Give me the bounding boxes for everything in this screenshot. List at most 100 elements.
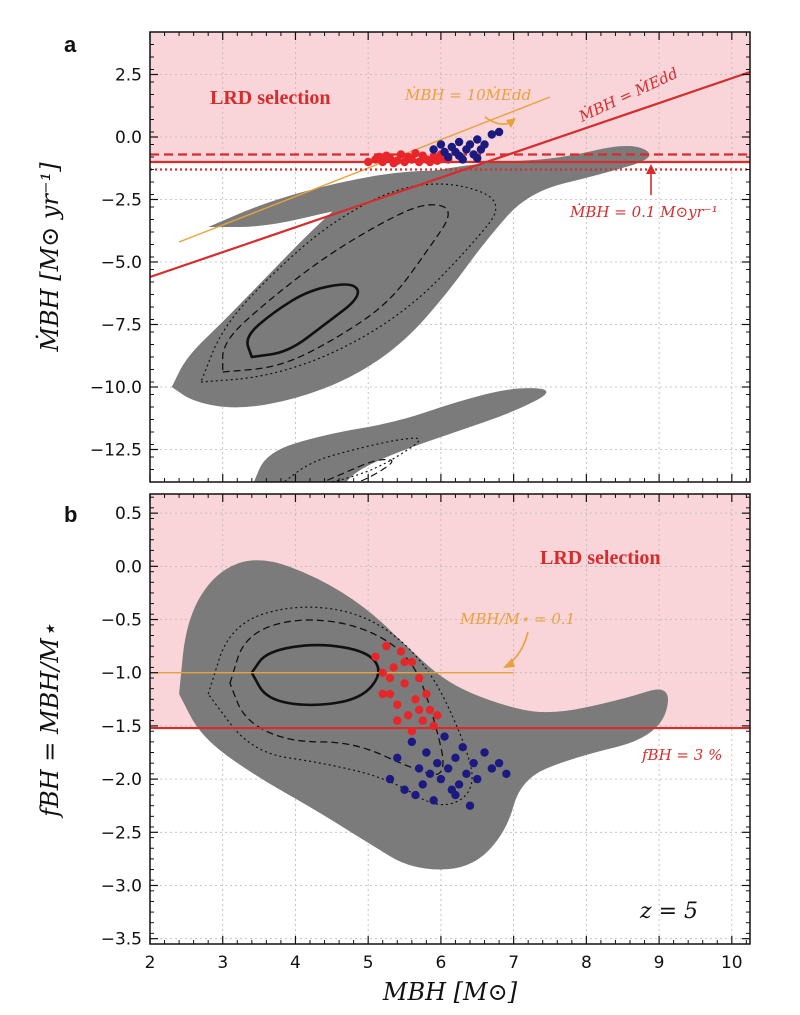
blue-point xyxy=(440,732,449,741)
y-tick-label: −3.5 xyxy=(101,930,142,950)
density-contour xyxy=(250,643,380,707)
panel-b: 2 3 4 5 6 7 8 9 10 0.5 0.0 −0.5 −1.0 −1.5 −2.0 −2.5 −3.0… xyxy=(36,493,751,1006)
panel-b-points xyxy=(371,641,511,810)
blue-point xyxy=(465,140,475,149)
red-point xyxy=(396,150,406,159)
panel-b-lines xyxy=(150,672,750,730)
x-tick-label: 4 xyxy=(290,953,301,973)
panel-a-upper-ridge xyxy=(208,170,518,227)
red-point xyxy=(393,716,402,725)
y-tick-label: −3.0 xyxy=(101,876,142,896)
density-contour xyxy=(222,204,449,373)
red-point xyxy=(418,716,427,725)
panel-a-annotation-01: ṀBH = 0.1 M⊙yr⁻¹ xyxy=(569,203,718,221)
panel-b-gray-population xyxy=(179,560,668,870)
density-contour xyxy=(283,437,420,482)
red-point xyxy=(374,152,384,162)
red-point xyxy=(389,663,398,672)
panel-b-main-population xyxy=(179,560,668,870)
blue-point xyxy=(469,758,478,768)
panel-b-annotation-fbh: fBH = 3 % xyxy=(641,746,722,764)
blue-point xyxy=(494,127,504,137)
red-point xyxy=(403,711,413,720)
blue-point xyxy=(422,748,431,757)
blue-point xyxy=(400,785,409,794)
x-tick-label: 2 xyxy=(145,953,156,973)
panel-b-annotation-ratio: MBH/M⋆ = 0.1 xyxy=(459,610,575,628)
y-tick-label: −2.5 xyxy=(101,823,142,843)
blue-point xyxy=(418,780,427,789)
blue-point xyxy=(458,742,467,752)
panel-a-points xyxy=(363,127,504,168)
density-contour xyxy=(321,458,393,482)
panel-a-lower-population xyxy=(253,388,547,482)
panel-b-arrow-ratio-head xyxy=(503,658,515,668)
red-point xyxy=(363,157,373,167)
blue-point xyxy=(443,764,453,773)
x-tick-label: 8 xyxy=(581,953,592,973)
blue-point xyxy=(473,154,482,163)
blue-point xyxy=(462,769,471,778)
y-tick-label: −10.0 xyxy=(90,378,142,398)
x-tick-label: 7 xyxy=(508,953,519,973)
panel-a-arrow-01-head xyxy=(646,164,656,174)
red-point xyxy=(411,149,420,158)
red-point xyxy=(382,151,391,160)
reference-line xyxy=(150,70,750,279)
red-point xyxy=(407,657,417,667)
red-point xyxy=(433,156,442,165)
y-tick-label: −5.0 xyxy=(101,253,142,273)
blue-point xyxy=(473,774,482,784)
density-contour xyxy=(207,606,473,806)
x-tick-label: 3 xyxy=(217,953,228,973)
y-tick-label: −7.5 xyxy=(101,316,142,336)
x-tick-label: 10 xyxy=(721,953,743,973)
x-axis-label: MBH [M⊙] xyxy=(382,978,518,1006)
red-point xyxy=(371,652,380,661)
blue-point xyxy=(393,753,402,763)
blue-point xyxy=(473,135,482,144)
red-point xyxy=(414,673,424,683)
y-tick-label: −1.0 xyxy=(101,664,142,684)
y-tick-label: 0.5 xyxy=(115,504,142,524)
y-tick-label: −0.5 xyxy=(101,611,142,631)
panel-a-selection-label: LRD selection xyxy=(210,87,331,109)
blue-point xyxy=(451,790,460,800)
red-point xyxy=(407,155,417,164)
panel-a-selection-region xyxy=(150,32,750,162)
blue-point xyxy=(480,140,489,149)
x-tick-label: 5 xyxy=(363,953,374,973)
panel-b-y-axis-label: fBH = MBH/M⋆ xyxy=(36,623,64,819)
red-point xyxy=(400,657,409,667)
panel-b-label: b xyxy=(64,502,77,527)
panel-a-annotation-10edd: ṀBH = 10ṀEdd xyxy=(404,86,531,104)
red-point xyxy=(414,705,424,715)
reference-line xyxy=(178,96,551,243)
blue-point xyxy=(480,748,489,757)
x-tick-label: 9 xyxy=(654,953,665,973)
panel-a-gray-population xyxy=(171,146,650,482)
panel-b-ticks: 2 3 4 5 6 7 8 9 10 0.5 0.0 −0.5 −1.0 −1.5 −2.0 −2.5 −3.0… xyxy=(101,494,750,973)
blue-point xyxy=(454,151,464,160)
y-tick-label: 2.5 xyxy=(115,66,142,86)
red-point xyxy=(407,727,417,736)
blue-point xyxy=(433,758,442,768)
red-point xyxy=(396,647,406,656)
panel-a-contours xyxy=(199,183,497,482)
blue-point xyxy=(502,769,511,778)
red-point xyxy=(385,689,395,699)
blue-point xyxy=(494,758,504,768)
red-point xyxy=(378,689,387,699)
red-point xyxy=(393,700,402,709)
red-point xyxy=(400,679,409,688)
blue-point xyxy=(425,769,435,778)
blue-point xyxy=(407,737,417,747)
blue-point xyxy=(454,137,464,147)
red-point xyxy=(414,157,424,167)
panel-b-redshift-label: z = 5 xyxy=(639,899,698,924)
panel-b-frame xyxy=(149,493,751,945)
blue-point xyxy=(436,140,446,149)
panel-a-arrow-10edd-head xyxy=(506,118,516,128)
blue-point xyxy=(385,774,395,784)
